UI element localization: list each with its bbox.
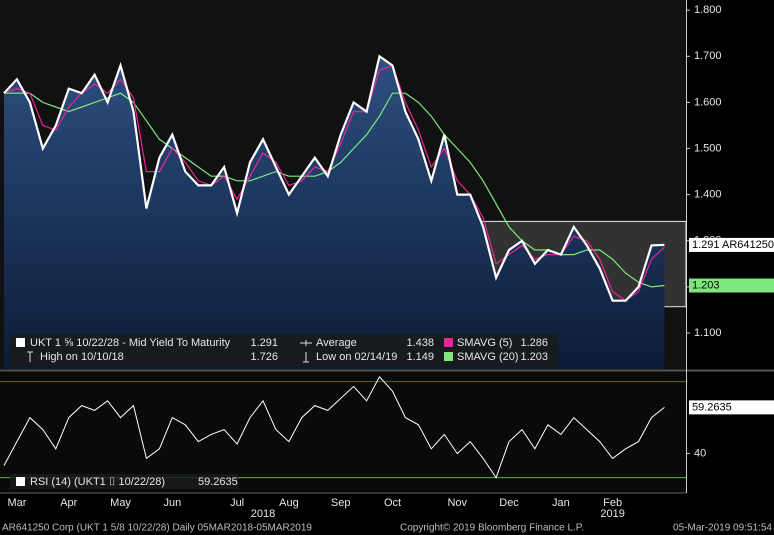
rsi-line (3, 375, 665, 479)
x-tick-label: Jan (552, 497, 570, 509)
legend-label: SMAVG (5) (457, 337, 512, 349)
legend-label: RSI (14) (UKT1 ⌷ 10/22/28) (30, 476, 165, 488)
legend-swatch (444, 352, 453, 361)
value-tag-label: 1.291 AR641250 (692, 239, 774, 251)
x-tick-label: Jul (230, 497, 244, 509)
x-tick-label: Oct (384, 497, 401, 509)
legend-value: 1.291 (250, 337, 278, 349)
footer-right: 05-Mar-2019 09:51:54 (673, 523, 772, 534)
legend-value: 1.286 (520, 337, 548, 349)
legend-value: 1.203 (520, 351, 548, 363)
value-tag (689, 278, 774, 293)
x-tick-label: Feb (603, 497, 622, 509)
x-tick-label: Aug (279, 497, 299, 509)
year-label: 2018 (251, 508, 275, 520)
x-tick-label: Mar (7, 497, 26, 509)
x-tick-label: Nov (447, 497, 467, 509)
legend-label: Average (316, 337, 357, 349)
footer-left: AR641250 Corp (UKT 1 5/8 10/22/28) Daily… (2, 523, 312, 534)
legend-label: High on 10/10/18 (40, 351, 124, 363)
legend-value: 59.2635 (198, 476, 238, 488)
value-tag-label: 59.2635 (692, 401, 732, 413)
y-tick-label: 1.600 (694, 96, 722, 108)
legend-bg (10, 474, 238, 489)
legend-value: 1.149 (406, 351, 434, 363)
y-tick-label: 40 (694, 448, 706, 460)
legend-swatch (16, 477, 25, 486)
x-tick-label: Sep (331, 497, 351, 509)
y-tick-label: 1.500 (694, 142, 722, 154)
value-tag (689, 237, 774, 252)
y-tick-label: 1.700 (694, 50, 722, 62)
legend: UKT 1 ⅝ 10/22/28 - Mid Yield To Maturity… (10, 334, 558, 367)
legend-label: UKT 1 ⅝ 10/22/28 - Mid Yield To Maturity (30, 337, 231, 349)
x-tick-label: Dec (499, 497, 519, 509)
value-tag-label: 1.203 (692, 279, 720, 291)
value-tag (689, 400, 774, 415)
legend-bg (10, 334, 558, 367)
year-label: 2019 (600, 508, 624, 520)
legend-value: 1.726 (250, 351, 278, 363)
rsi-legend: RSI (14) (UKT1 ⌷ 10/22/28) 59.2635 (10, 474, 238, 489)
footer-center: Copyright© 2019 Bloomberg Finance L.P. (400, 523, 584, 534)
area (4, 56, 665, 370)
y-tick-label: 1.800 (694, 4, 722, 16)
series-line (3, 54, 665, 302)
x-tick-label: Jun (163, 497, 181, 509)
legend-label: SMAVG (20) (457, 351, 519, 363)
x-tick-label: May (110, 497, 131, 509)
legend-swatch (16, 338, 25, 347)
x-tick-label: Apr (60, 497, 77, 509)
legend-label: Low on 02/14/19 (316, 351, 397, 363)
rsi-panel (0, 372, 686, 492)
y-tick-label: 1.100 (694, 327, 722, 339)
legend-value: 1.438 (406, 337, 434, 349)
legend-swatch (444, 338, 453, 347)
y-tick-label: 1.400 (694, 189, 722, 201)
